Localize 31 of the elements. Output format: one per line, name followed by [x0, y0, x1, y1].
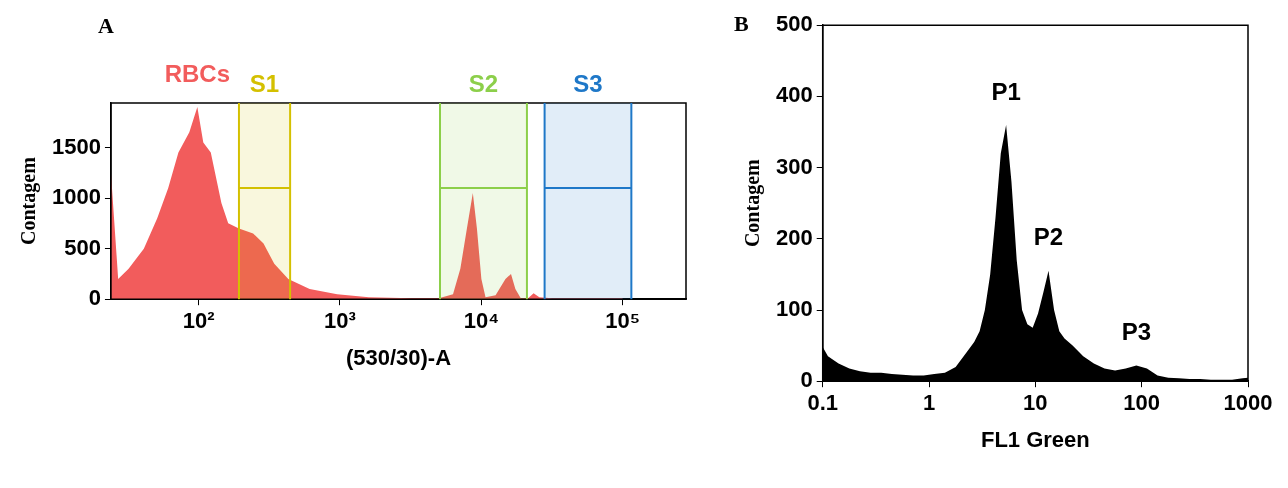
x-tick-label: 10⁴ [463, 308, 500, 334]
x-tick-label: 1000 [1223, 390, 1273, 416]
annotation: P3 [1121, 318, 1152, 346]
band-label: S2 [468, 69, 499, 97]
y-tick-label: 200 [775, 224, 813, 250]
band-label: S1 [249, 69, 280, 97]
y-tick-label: 500 [64, 234, 101, 260]
x-tick-label: 0.1 [807, 390, 838, 416]
x-axis-title: (530/30)-A [345, 344, 452, 370]
chart-title: A [98, 12, 114, 38]
x-axis-title: FL1 Green [980, 426, 1090, 452]
y-tick-label: 1000 [51, 184, 101, 210]
chart-title: B [734, 10, 749, 36]
y-tick-label: 500 [775, 11, 813, 37]
y-axis-title: Contagem [17, 156, 41, 245]
y-axis-title: Contagem [741, 158, 765, 248]
x-tick-label: 1 [922, 390, 936, 416]
y-tick-label: 400 [775, 82, 813, 108]
y-tick-label: 0 [800, 367, 813, 393]
annotation: RBCs [164, 59, 231, 87]
annotation: P1 [991, 77, 1021, 105]
x-tick-label: 100 [1123, 390, 1161, 416]
x-tick-label: 10³ [324, 308, 356, 334]
annotation: P2 [1033, 223, 1064, 251]
y-tick-label: 1500 [51, 133, 101, 159]
x-tick-label: 10 [1023, 390, 1048, 416]
y-tick-label: 300 [775, 153, 813, 179]
x-tick-label: 10² [182, 308, 215, 334]
x-tick-label: 10⁵ [605, 308, 641, 334]
y-tick-label: 0 [88, 285, 101, 311]
band-label: S3 [573, 69, 603, 97]
